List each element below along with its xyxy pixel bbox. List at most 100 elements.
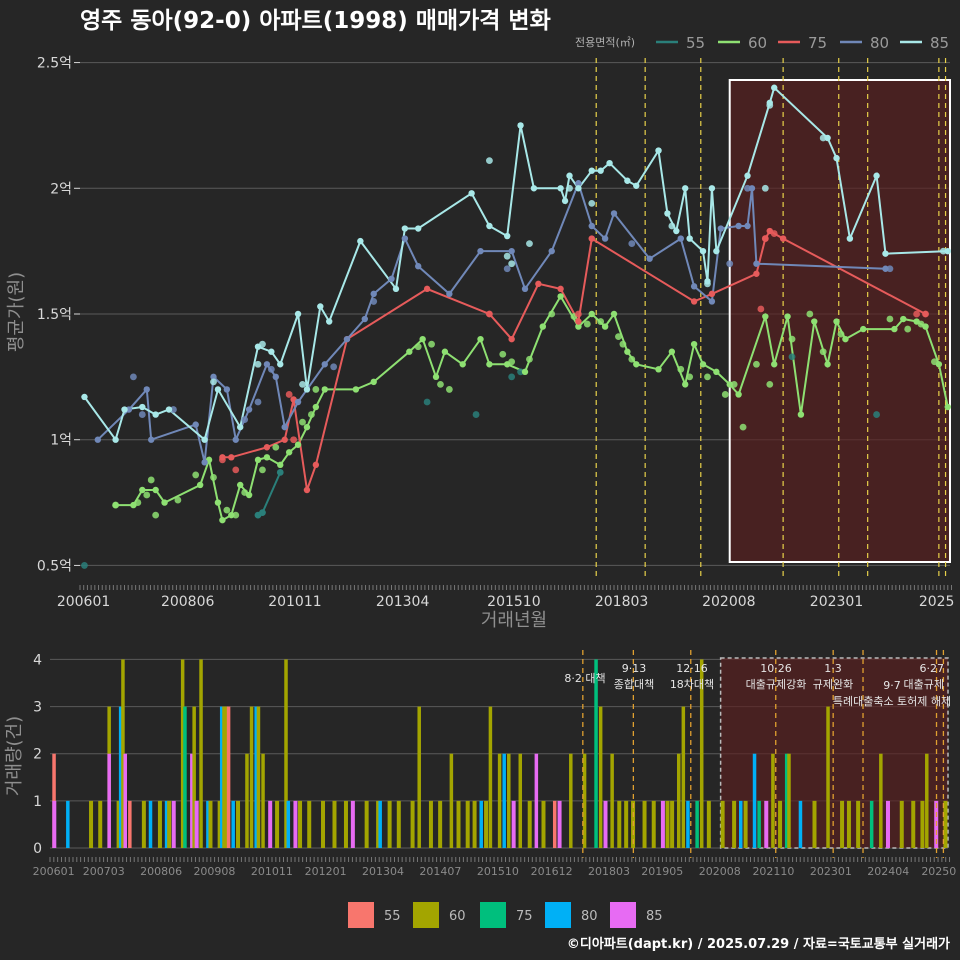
data-point-80 — [646, 255, 653, 262]
data-point-60 — [730, 381, 738, 388]
bottom-legend: 55 60 75 80 85 — [348, 902, 663, 928]
volume-bar-60 — [343, 800, 348, 848]
volume-bar-75 — [757, 800, 761, 848]
data-point-80 — [263, 361, 271, 368]
data-point-60 — [721, 391, 729, 398]
data-point-60 — [713, 368, 720, 376]
data-point-80 — [726, 260, 734, 268]
data-point-60 — [686, 373, 694, 381]
data-point-75 — [219, 456, 226, 464]
volume-bar-85 — [534, 753, 539, 848]
data-point-60 — [486, 361, 493, 368]
volume-bar-60 — [856, 800, 861, 848]
data-point-60 — [633, 361, 640, 368]
bottom-legend-label-60: 60 — [449, 909, 466, 924]
data-point-80 — [94, 436, 102, 443]
volume-bar-85 — [603, 800, 608, 848]
policy-annotation: 규제완화 — [813, 678, 853, 691]
data-point-60 — [477, 335, 484, 343]
policy-annotation: 9·13 — [622, 662, 647, 675]
volume-bar-75 — [869, 800, 874, 848]
volume-bar-60 — [527, 800, 532, 848]
bottom-y-tick-label: 0 — [33, 841, 42, 857]
volume-bar-60 — [787, 753, 791, 848]
data-point-60 — [406, 348, 413, 355]
policy-annotation: 6·27 — [920, 662, 945, 675]
data-point-60 — [254, 456, 262, 464]
bottom-x-tick-label: 201011 — [251, 865, 293, 878]
data-point-60 — [539, 323, 547, 330]
data-point-80 — [130, 373, 137, 381]
policy-annotation: 종합대책 — [614, 678, 654, 691]
data-point-60 — [139, 486, 146, 494]
volume-bar-60 — [472, 800, 477, 848]
volume-bar-60 — [518, 753, 523, 848]
data-point-60 — [619, 340, 627, 348]
data-point-75 — [312, 461, 320, 469]
data-point-60 — [445, 386, 453, 393]
data-point-80 — [281, 423, 288, 431]
data-point-60 — [526, 355, 533, 363]
data-point-60 — [771, 361, 778, 368]
top-x-tick-label: 202008 — [702, 594, 755, 610]
top-y-tick-label: 2억 — [50, 181, 72, 197]
bottom-y-tick-label: 1 — [33, 794, 42, 810]
data-point-60 — [900, 315, 907, 323]
bottom-x-tick-label: 202008 — [699, 865, 741, 878]
volume-bar-60 — [192, 706, 196, 848]
data-point-85 — [882, 250, 889, 257]
volume-bar-60 — [699, 659, 704, 848]
volume-bar-55 — [128, 800, 132, 848]
data-point-75 — [285, 391, 293, 398]
volume-bar-80 — [378, 800, 382, 848]
data-point-75 — [770, 230, 778, 237]
data-point-80 — [601, 235, 609, 242]
top-x-tick-label: 200601 — [57, 594, 110, 610]
data-point-60 — [615, 333, 622, 341]
data-point-85 — [303, 386, 311, 393]
data-point-60 — [837, 330, 845, 338]
legend-label-75: 75 — [808, 34, 827, 52]
policy-annotation: 12·16 — [676, 662, 708, 675]
data-point-85 — [566, 184, 573, 192]
data-point-85 — [833, 154, 840, 162]
volume-bar-80 — [502, 753, 506, 848]
data-point-75 — [690, 298, 698, 305]
data-point-75 — [423, 285, 431, 293]
volume-bar-60 — [497, 753, 502, 848]
data-point-80 — [588, 222, 595, 230]
data-point-60 — [699, 361, 707, 368]
data-point-85 — [486, 157, 493, 165]
top-y-tick-label: 0.5억 — [37, 558, 72, 574]
data-point-60 — [624, 348, 631, 355]
volume-bar-60 — [396, 800, 401, 848]
volume-bar-60 — [778, 800, 783, 848]
data-point-85 — [526, 240, 533, 248]
data-point-80 — [267, 365, 275, 373]
data-point-60 — [174, 496, 182, 504]
bottom-policy-lines — [582, 650, 945, 858]
data-point-60 — [521, 368, 529, 376]
volume-bar-85 — [190, 753, 194, 848]
data-point-60 — [370, 378, 377, 386]
data-point-80 — [148, 436, 155, 443]
volume-bar-55 — [552, 800, 557, 848]
bottom-x-tick-label: 202301 — [810, 865, 852, 878]
data-point-60 — [610, 310, 618, 318]
volume-bar-60 — [925, 753, 929, 848]
top-series-points — [81, 84, 951, 569]
data-point-85 — [771, 84, 778, 91]
bottom-x-tick-label: 200703 — [83, 865, 125, 878]
top-y-tick-label: 2.5억 — [37, 56, 72, 72]
data-point-75 — [753, 270, 760, 277]
policy-annotation: 10·26 — [760, 662, 792, 675]
data-point-75 — [575, 310, 582, 318]
volume-bar-80 — [231, 800, 235, 848]
volume-bar-60 — [236, 800, 241, 848]
top-x-tick-label: 200806 — [161, 594, 215, 610]
volume-bar-60 — [284, 659, 288, 848]
data-point-75 — [508, 335, 515, 343]
volume-bar-60 — [899, 800, 904, 848]
data-point-80 — [415, 263, 422, 270]
